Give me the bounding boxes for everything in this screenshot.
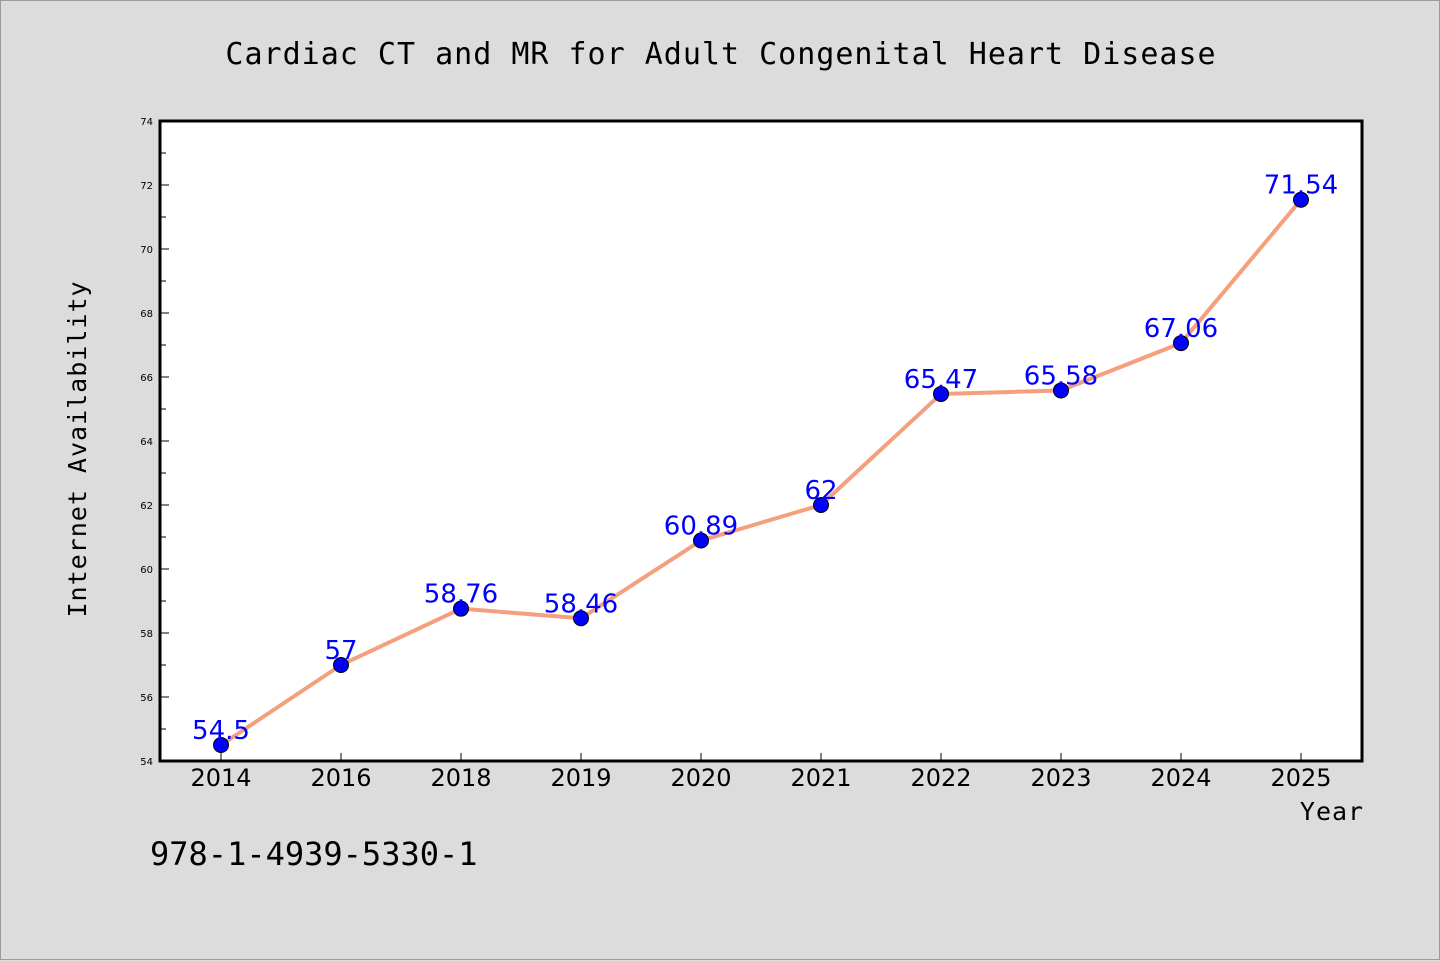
data-label: 62: [804, 476, 837, 506]
data-label: 71.54: [1264, 171, 1338, 201]
series-layer: 54.5 57 58.76 58.46 60.89 62 65.47 65.58 67.06 71…: [192, 171, 1338, 753]
y-tick-label: 66: [140, 373, 153, 384]
data-label: 65.58: [1024, 361, 1098, 391]
y-tick-label: 62: [140, 501, 153, 512]
data-point-marker: [453, 600, 469, 617]
x-tick-label: 2019: [550, 764, 611, 792]
data-label: 67.06: [1144, 314, 1218, 344]
y-tick-label: 64: [140, 437, 153, 448]
y-tick-label: 56: [140, 693, 153, 704]
y-tick-label: 72: [140, 181, 153, 192]
data-point-marker: [933, 385, 949, 402]
x-tick-label: 2024: [1150, 764, 1211, 792]
y-axis-label: Internet Availability: [63, 280, 92, 617]
x-tick-label: 2022: [910, 764, 971, 792]
data-label: 57: [324, 636, 357, 666]
data-point-marker: [1293, 191, 1309, 208]
x-axis-label: Year: [1300, 797, 1364, 826]
x-tick-label: 2016: [310, 764, 371, 792]
y-tick-label: 54: [140, 757, 153, 768]
data-point-marker: [573, 610, 589, 627]
data-label: 58.76: [424, 580, 498, 610]
series-line: [219, 197, 1303, 747]
x-tick-label: 2023: [1030, 764, 1091, 792]
y-tick-label: 58: [140, 629, 153, 640]
x-tick-label: 2014: [190, 764, 251, 792]
y-tick-label: 74: [140, 117, 153, 128]
data-label: 60.89: [664, 512, 738, 542]
data-point-marker: [693, 532, 709, 549]
y-tick-label: 60: [140, 565, 153, 576]
x-tick-label: 2018: [430, 764, 491, 792]
x-tick-label: 2020: [670, 764, 731, 792]
data-point-marker: [813, 497, 829, 513]
y-axis-ticks: 54 56 58 60 62 64 66 68 70 72 74: [140, 117, 169, 768]
data-point-marker: [333, 657, 349, 673]
x-tick-label: 2021: [790, 764, 851, 792]
data-point-marker: [1173, 335, 1189, 352]
x-axis-ticks: 2014 2016 2018 2019 2020 2021 2022 2023 2024 2025: [190, 753, 1332, 792]
data-label: 65.47: [904, 365, 978, 395]
y-tick-label: 70: [140, 245, 153, 256]
data-label: 54.5: [192, 716, 250, 746]
chart-title: Cardiac CT and MR for Adult Congenital H…: [225, 37, 1216, 72]
data-point-marker: [1053, 382, 1069, 399]
footnote-isbn: 978-1-4939-5330-1: [150, 835, 478, 873]
data-point-marker: [213, 737, 229, 753]
x-tick-label: 2025: [1270, 764, 1331, 792]
y-tick-label: 68: [140, 309, 153, 320]
data-label: 58.46: [544, 589, 618, 619]
